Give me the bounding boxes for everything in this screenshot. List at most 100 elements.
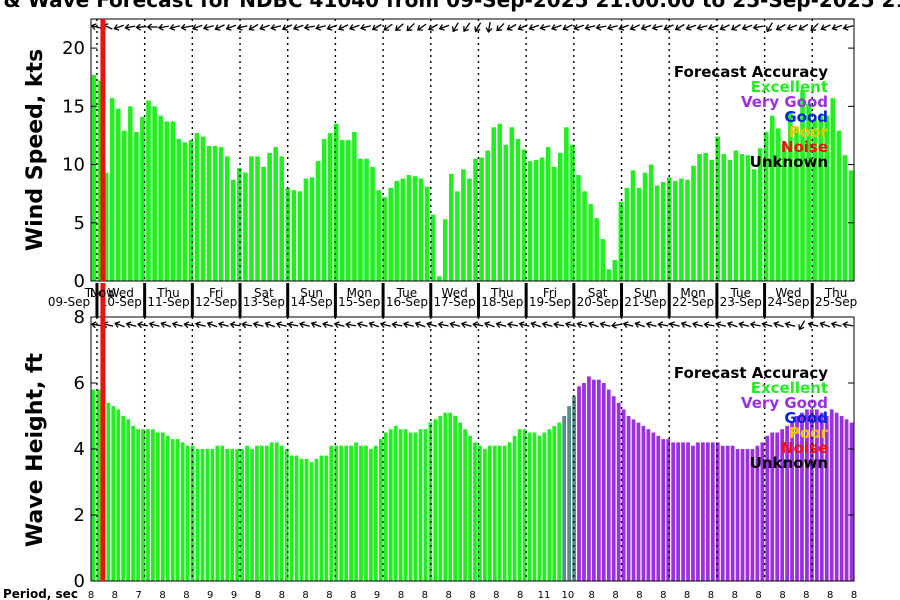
wave-bar — [403, 429, 408, 581]
wave-direction-arrow — [484, 321, 495, 328]
wind-speed-panel: 0 5 10 15 20 Wind Speed, kts Forecast Accura… — [23, 18, 855, 292]
wind-direction-arrow — [259, 24, 270, 31]
legend-item-very_good: Very Good — [741, 93, 828, 111]
wind-bar — [321, 138, 327, 281]
wind-direction-arrow — [124, 23, 136, 31]
wave-bar — [200, 449, 205, 581]
day-label: Tue — [396, 286, 418, 300]
wave-height-panel: 0 2 4 6 8 Wave Height, ft Forecast AccuracyE… — [23, 307, 855, 592]
wind-bar — [806, 104, 811, 281]
wave-direction-arrow — [507, 321, 519, 329]
period-value: 8 — [755, 590, 761, 600]
legend-item-very_good: Very Good — [741, 394, 828, 412]
date-label: 19-Sep — [529, 295, 571, 309]
period-values: 8 8 7 8 8 9 9 8 8 8 8 8 9 8 8 8 8 8 8 11 10 8 8 8 8 8 8 8 8 8 8 8 8 — [88, 590, 857, 600]
wave-bar — [250, 449, 254, 581]
period-value: 11 — [538, 590, 551, 600]
wind-bar — [134, 131, 139, 281]
now-marker-label: Now — [90, 286, 116, 300]
date-label: 16-Sep — [386, 295, 428, 309]
wave-direction-arrow — [645, 321, 657, 329]
wave-bar — [255, 445, 259, 581]
wave-direction-arrow — [541, 321, 553, 329]
wave-bar — [284, 449, 289, 581]
wave-bar — [121, 416, 126, 581]
wave-bar — [562, 416, 567, 581]
legend-item-poor: Poor — [789, 424, 829, 442]
wave-direction-arrow — [194, 321, 206, 329]
wave-bar — [443, 412, 448, 581]
day-label: Mon — [680, 286, 705, 300]
wave-direction-arrow — [798, 320, 806, 331]
wave-bar — [111, 406, 116, 581]
wind-bar — [424, 186, 430, 281]
wave-bar — [235, 449, 240, 581]
day-label: Sat — [254, 286, 274, 300]
wind-bar — [582, 191, 587, 281]
day-label: Sat — [588, 286, 608, 300]
wind-bar — [818, 115, 823, 282]
wave-direction-arrow — [807, 321, 819, 329]
wave-bar — [810, 409, 814, 581]
wind-bar — [679, 178, 684, 281]
wave-direction-arrow — [287, 321, 299, 329]
wave-bar — [96, 389, 101, 581]
wind-plot-area — [91, 19, 854, 281]
wind-bar — [648, 164, 654, 281]
wave-direction-arrow — [229, 321, 241, 329]
wind-direction-arrow — [315, 23, 326, 31]
legend-title: Forecast Accuracy — [674, 364, 828, 382]
wave-direction-arrow — [171, 321, 183, 329]
wave-bar — [750, 449, 755, 581]
wave-bar — [393, 425, 398, 581]
wave-bar — [413, 432, 418, 581]
wave-bar — [844, 419, 849, 581]
wave-bar — [517, 429, 522, 581]
wave-bar — [378, 439, 383, 581]
period-value: 8 — [732, 590, 738, 600]
wave-bar — [225, 449, 230, 581]
wind-bar — [721, 154, 727, 281]
wave-bar — [686, 442, 690, 581]
wind-bar — [212, 145, 218, 281]
wind-bar — [285, 187, 291, 281]
wave-direction-arrow — [264, 321, 276, 328]
wave-bar — [146, 429, 150, 581]
wind-direction-arrow — [417, 23, 427, 31]
wind-direction-arrow — [595, 23, 607, 31]
wind-bar — [521, 149, 527, 281]
wave-y-axis-label: Wave Height, ft — [23, 352, 48, 547]
wave-bar — [180, 442, 185, 581]
wind-bar — [194, 133, 200, 281]
wave-direction-arrow — [692, 321, 703, 329]
wind-direction-arrow — [406, 23, 415, 32]
wind-direction-arrow — [517, 24, 528, 31]
wave-bar — [795, 416, 799, 581]
now-marker-wave — [100, 317, 106, 581]
wave-ytick-label: 4 — [74, 439, 85, 460]
wave-bar — [740, 449, 745, 581]
wave-direction-arrow — [564, 321, 576, 329]
wind-bar — [539, 157, 545, 281]
wave-bar — [666, 439, 671, 581]
wave-bar — [185, 445, 190, 581]
date-label: 23-Sep — [720, 295, 762, 309]
period-value: 8 — [612, 590, 618, 600]
wave-direction-arrow — [726, 321, 738, 328]
wind-bar — [303, 178, 309, 281]
legend-title: Forecast Accuracy — [674, 63, 828, 81]
wave-bar — [765, 435, 770, 581]
day-label: Fri — [543, 286, 557, 300]
wind-ytick-label: 20 — [62, 38, 85, 59]
legend-item-good: Good — [784, 108, 828, 126]
wave-bar — [824, 416, 829, 581]
wind-ytick-label: 10 — [62, 155, 85, 176]
wave-bar — [334, 445, 339, 581]
wave-bar — [349, 445, 353, 581]
wave-bar — [141, 429, 145, 581]
wave-day-grid — [96, 317, 813, 581]
date-label: 13-Sep — [243, 295, 285, 309]
wave-bar — [339, 445, 344, 581]
period-value: 8 — [159, 590, 165, 600]
wind-bar — [558, 152, 563, 281]
